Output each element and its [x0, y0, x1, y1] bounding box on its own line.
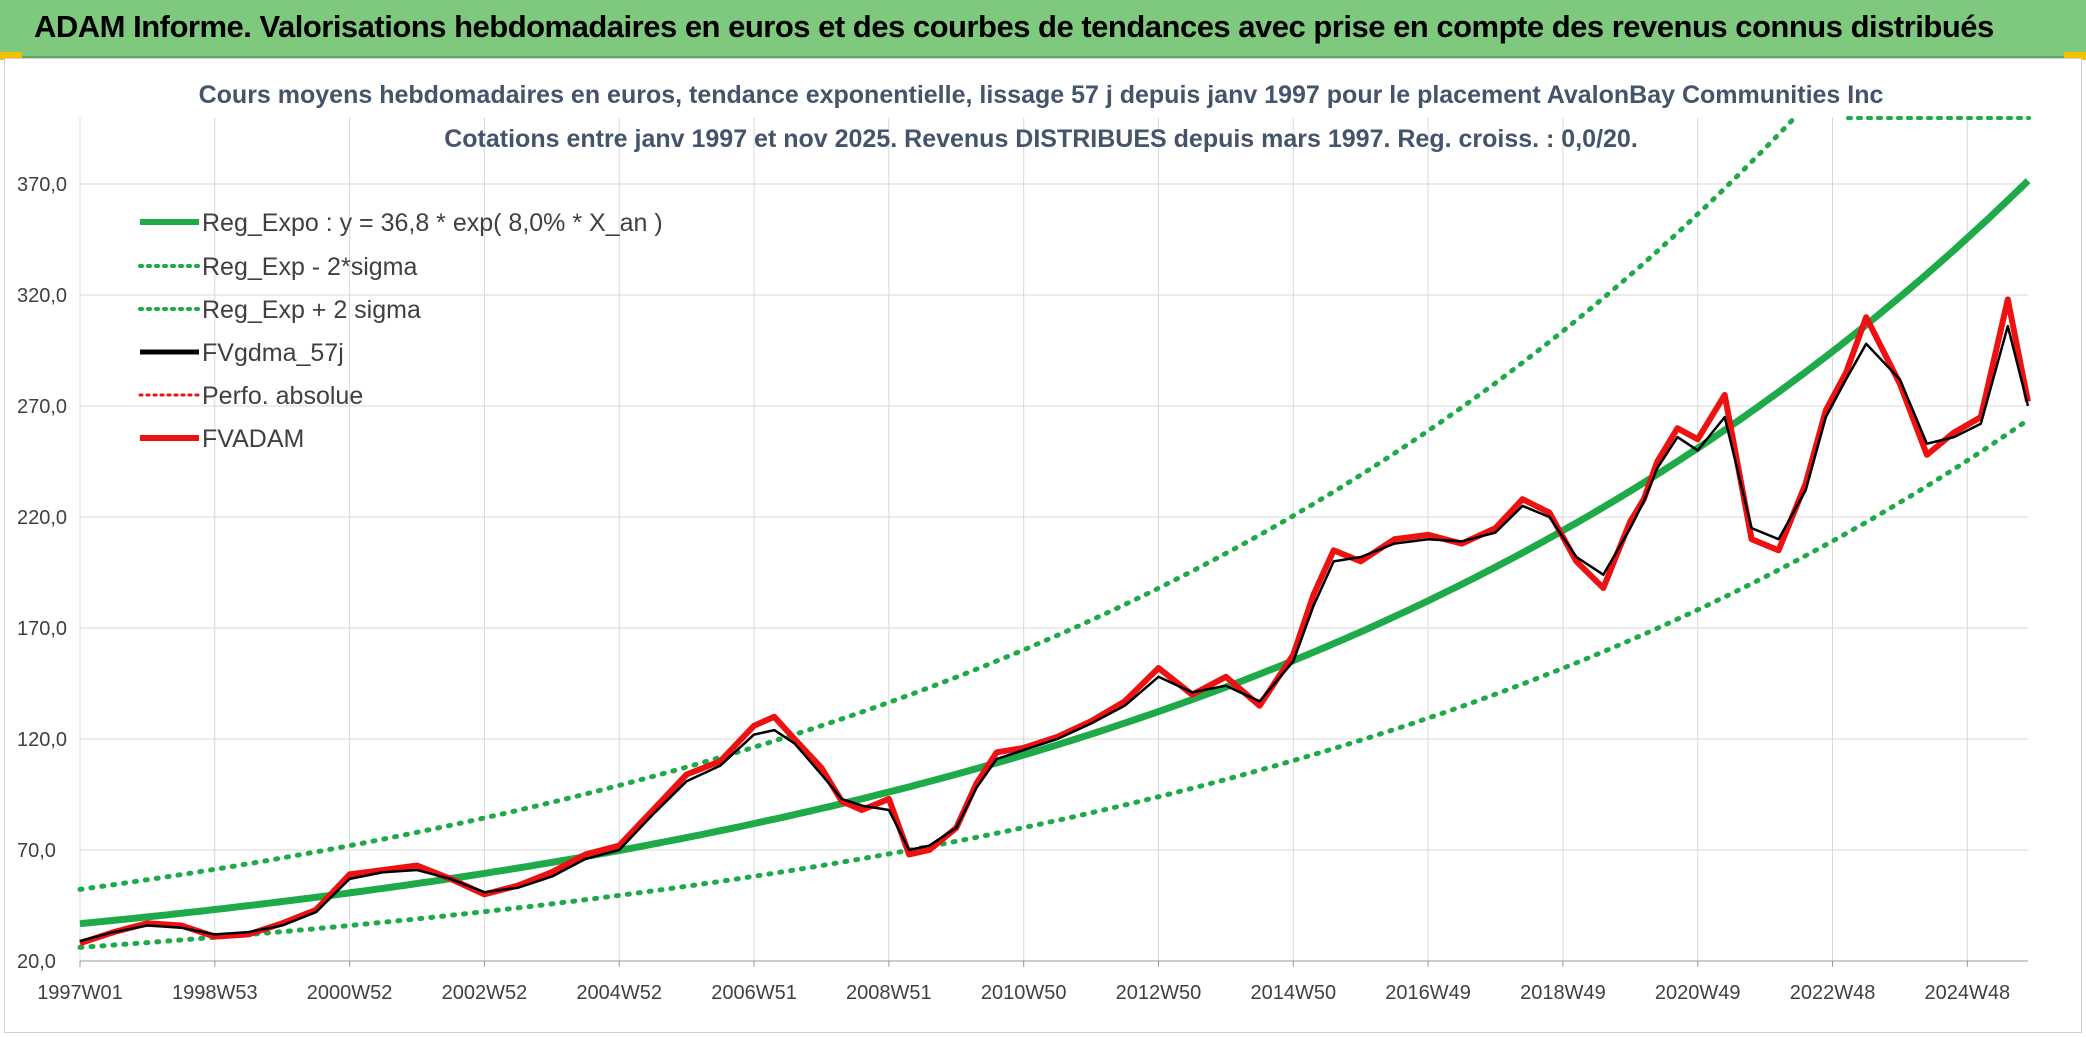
corner-marker-left: [0, 52, 22, 60]
x-tick-label: 1998W53: [172, 982, 258, 1004]
upper-sigma-line: [77, 117, 1795, 892]
legend-label-fvadam: FVADAM: [202, 425, 304, 453]
legend-label-moving-average: FVgdma_57j: [202, 339, 344, 367]
x-tick-label: 2018W49: [1520, 982, 1606, 1004]
y-tick-label: 370,0: [17, 174, 67, 196]
x-tick-label: 2012W50: [1116, 982, 1202, 1004]
x-tick-label: 2010W50: [981, 982, 1067, 1004]
fvadam-line: [79, 296, 2031, 947]
x-tick-label: 2008W51: [846, 982, 932, 1004]
legend-label-regression: Reg_Expo : y = 36,8 * exp( 8,0% * X_an ): [202, 209, 663, 237]
x-tick-label: 2000W52: [307, 982, 393, 1004]
y-tick-label: 20,0: [17, 951, 56, 973]
grid: [79, 117, 2028, 967]
x-tick-label: 2006W51: [711, 982, 797, 1004]
series-layer: [77, 117, 2031, 950]
legend: Reg_Expo : y = 36,8 * exp( 8,0% * X_an )…: [138, 209, 663, 453]
x-tick-label: 2004W52: [576, 982, 662, 1004]
chart-area: 20,0 70,0 120,0 170,0 220,0 270,0 320,0 370,0 1…: [4, 58, 2082, 1033]
x-tick-label: 1997W01: [37, 982, 123, 1004]
y-tick-label: 270,0: [17, 396, 67, 418]
x-tick-label: 2022W48: [1790, 982, 1876, 1004]
x-tick-label: 2014W50: [1250, 982, 1336, 1004]
y-tick-label: 170,0: [17, 618, 67, 640]
title-banner: ADAM Informe. Valorisations hebdomadaire…: [0, 0, 2086, 58]
y-tick-label: 220,0: [17, 507, 67, 529]
x-tick-label: 2020W49: [1655, 982, 1741, 1004]
corner-marker-right: [2064, 52, 2086, 60]
x-tick-label: 2016W49: [1385, 982, 1471, 1004]
legend-label-perfo: Perfo. absolue: [202, 382, 363, 410]
page-title: ADAM Informe. Valorisations hebdomadaire…: [34, 9, 1994, 44]
x-axis-ticks: 1997W01 1998W53 2000W52 2002W52 2004W52 2006W…: [37, 982, 2010, 1004]
y-tick-label: 320,0: [17, 285, 67, 307]
x-tick-label: 2002W52: [442, 982, 528, 1004]
moving-average-line: [79, 324, 2030, 943]
x-tick-label: 2024W48: [1925, 982, 2011, 1004]
chart-svg: 20,0 70,0 120,0 170,0 220,0 270,0 320,0 370,0 1…: [17, 81, 2031, 1004]
y-tick-label: 70,0: [17, 840, 56, 862]
legend-label-lower-sigma: Reg_Exp - 2*sigma: [202, 253, 417, 281]
chart-subtitle: Cotations entre janv 1997 et nov 2025. R…: [444, 125, 1638, 153]
regression-line: [79, 178, 2031, 928]
chart-title: Cours moyens hebdomadaires en euros, ten…: [199, 81, 1884, 109]
y-tick-label: 120,0: [17, 729, 67, 751]
y-axis-ticks: 20,0 70,0 120,0 170,0 220,0 270,0 320,0 370,0: [17, 174, 67, 973]
lower-sigma-line: [77, 417, 2031, 950]
legend-label-upper-sigma: Reg_Exp + 2 sigma: [202, 296, 421, 324]
